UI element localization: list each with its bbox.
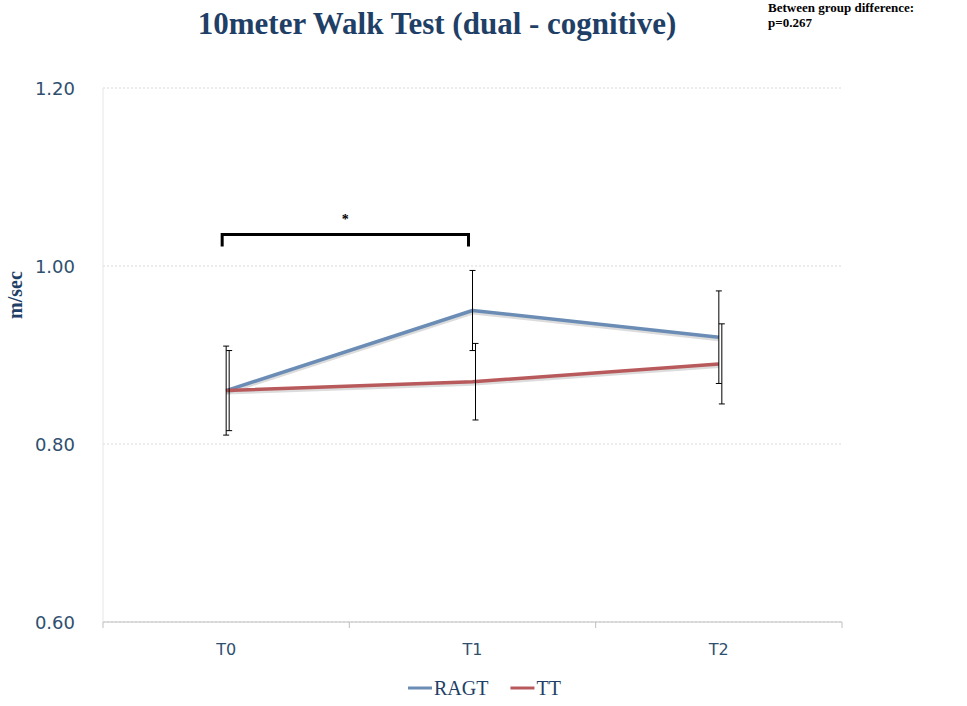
x-tick	[349, 622, 350, 628]
x-tick-label: T2	[708, 640, 729, 659]
chart: 10meter Walk Test (dual - cognitive) Betw…	[0, 0, 967, 706]
plot-area	[223, 270, 725, 435]
error-bar	[719, 324, 725, 404]
x-tick	[595, 622, 596, 628]
x-tick	[842, 622, 843, 628]
x-axis	[103, 622, 842, 623]
series-line	[226, 364, 719, 391]
y-axis	[103, 88, 104, 622]
error-bar	[473, 343, 479, 420]
error-bar	[470, 270, 476, 350]
legend-label: RAGT	[434, 677, 488, 699]
error-bar	[223, 346, 229, 435]
y-tick-label: 1.00	[35, 256, 75, 277]
legend-swatch	[510, 687, 534, 690]
x-tick-label: T1	[462, 640, 483, 659]
y-tick-label: 0.60	[35, 612, 75, 633]
legend-label: TT	[536, 677, 560, 699]
error-bar	[226, 351, 232, 431]
significance-label: *	[342, 212, 349, 227]
grid-line	[103, 444, 842, 445]
note: p=0.267	[768, 15, 812, 30]
legend-swatch	[408, 687, 432, 690]
grid-line	[103, 266, 842, 267]
title: 10meter Walk Test (dual - cognitive)	[198, 6, 677, 41]
x-tick	[103, 622, 104, 628]
error-bar	[716, 291, 722, 384]
y-label: m/sec	[4, 271, 26, 319]
note: Between group difference:	[768, 0, 914, 15]
x-tick-label: T0	[215, 640, 236, 659]
significance-bracket	[222, 234, 468, 246]
grid-line	[103, 88, 842, 89]
y-tick-label: 0.80	[35, 434, 75, 455]
grid-line	[103, 622, 842, 623]
y-tick-label: 1.20	[35, 78, 75, 99]
